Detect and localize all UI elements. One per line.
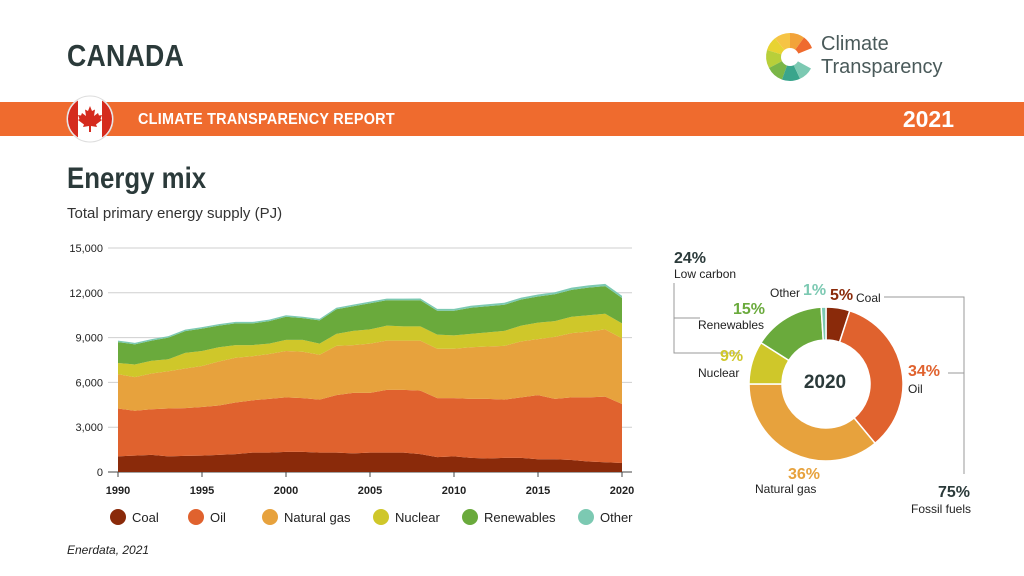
area-series-nuclear bbox=[118, 313, 622, 378]
x-tick-label: 1990 bbox=[106, 485, 130, 497]
donut-slice-other bbox=[820, 306, 827, 341]
legend-natural-gas: Natural gas bbox=[262, 509, 350, 525]
fossil-bracket-line bbox=[884, 296, 965, 474]
oil-label: Oil bbox=[908, 382, 923, 396]
area-series-oil bbox=[118, 389, 622, 464]
legend-nuclear: Nuclear bbox=[373, 509, 440, 525]
y-tick-label: 0 bbox=[97, 467, 103, 479]
y-tick-label: 9,000 bbox=[75, 333, 103, 345]
legend-other-swatch bbox=[578, 509, 594, 525]
brand-line-2: Transparency bbox=[821, 56, 943, 78]
donut-slice-oil bbox=[838, 309, 904, 445]
legend-renewables: Renewables bbox=[462, 509, 556, 525]
nuclear-label: Nuclear bbox=[698, 366, 740, 380]
source-note: Enerdata, 2021 bbox=[67, 543, 150, 557]
low-carbon-bracket-line bbox=[673, 283, 740, 354]
legend-renewables-label: Renewables bbox=[484, 509, 556, 525]
legend-coal-swatch bbox=[110, 509, 126, 525]
low-carbon-label: Low carbon bbox=[674, 267, 737, 281]
coal-label: Coal bbox=[856, 291, 881, 305]
y-tick-label: 3,000 bbox=[75, 422, 103, 434]
y-tick-label: 15,000 bbox=[69, 243, 103, 255]
y-tick-label: 6,000 bbox=[75, 377, 103, 389]
fossil-fuels-label: Fossil fuels bbox=[911, 502, 972, 516]
natural-gas-label: Natural gas bbox=[755, 482, 817, 496]
section-title: Energy mix bbox=[67, 162, 207, 195]
legend-renewables-swatch bbox=[462, 509, 478, 525]
legend-oil: Oil bbox=[188, 509, 226, 525]
other-label: Other bbox=[770, 286, 801, 300]
legend-nuclear-swatch bbox=[373, 509, 389, 525]
legend-coal-label: Coal bbox=[132, 509, 159, 525]
brand-line-1: Climate bbox=[821, 33, 889, 55]
coal-pct: 5% bbox=[830, 287, 854, 304]
report-banner: CLIMATE TRANSPARENCY REPORT 2021 bbox=[0, 102, 1024, 136]
legend-other-label: Other bbox=[600, 509, 633, 525]
x-tick-label: 2020 bbox=[610, 485, 634, 497]
area-chart-layers bbox=[118, 283, 622, 472]
oil-pct: 34% bbox=[908, 363, 941, 380]
legend-natural-gas-label: Natural gas bbox=[284, 509, 351, 525]
x-tick-label: 2010 bbox=[442, 485, 466, 497]
donut-chart bbox=[748, 306, 904, 462]
area-series-coal bbox=[118, 451, 622, 472]
brand-name: Climate Transparency bbox=[821, 33, 943, 79]
legend-other: Other bbox=[578, 509, 633, 525]
canada-flag-icon bbox=[66, 95, 114, 143]
donut-leader-lines bbox=[673, 283, 965, 474]
area-series-renewables bbox=[118, 286, 622, 365]
legend-oil-label: Oil bbox=[210, 509, 226, 525]
area-series-natural-gas bbox=[118, 329, 622, 411]
donut-center-year: 2020 bbox=[803, 372, 847, 393]
other-pct: 1% bbox=[803, 282, 827, 299]
climate-transparency-logo bbox=[766, 33, 812, 81]
chart-subtitle: Total primary energy supply (PJ) bbox=[67, 205, 283, 222]
donut-slice-natural-gas bbox=[748, 383, 877, 462]
area-chart-ticks: 0 3,000 6,000 9,000 12,000 15,000 1990 1995 2000… bbox=[69, 243, 634, 497]
banner-year: 2021 bbox=[902, 106, 954, 132]
legend-coal: Coal bbox=[110, 509, 159, 525]
low-carbon-pct: 24% bbox=[674, 250, 707, 267]
x-tick-label: 1995 bbox=[190, 485, 214, 497]
renewables-pct: 15% bbox=[733, 301, 766, 318]
x-tick-label: 2015 bbox=[526, 485, 550, 497]
legend-oil-swatch bbox=[188, 509, 204, 525]
renewables-label: Renewables bbox=[698, 318, 765, 332]
natural-gas-pct: 36% bbox=[788, 466, 821, 483]
x-tick-label: 2000 bbox=[274, 485, 298, 497]
banner-title: CLIMATE TRANSPARENCY REPORT bbox=[138, 111, 395, 128]
fossil-fuels-pct: 75% bbox=[938, 484, 971, 501]
y-tick-label: 12,000 bbox=[69, 288, 103, 300]
nuclear-pct: 9% bbox=[720, 348, 744, 365]
legend-nuclear-label: Nuclear bbox=[395, 509, 440, 525]
legend-natural-gas-swatch bbox=[262, 509, 278, 525]
x-tick-label: 2005 bbox=[358, 485, 382, 497]
country-title: CANADA bbox=[67, 38, 185, 73]
